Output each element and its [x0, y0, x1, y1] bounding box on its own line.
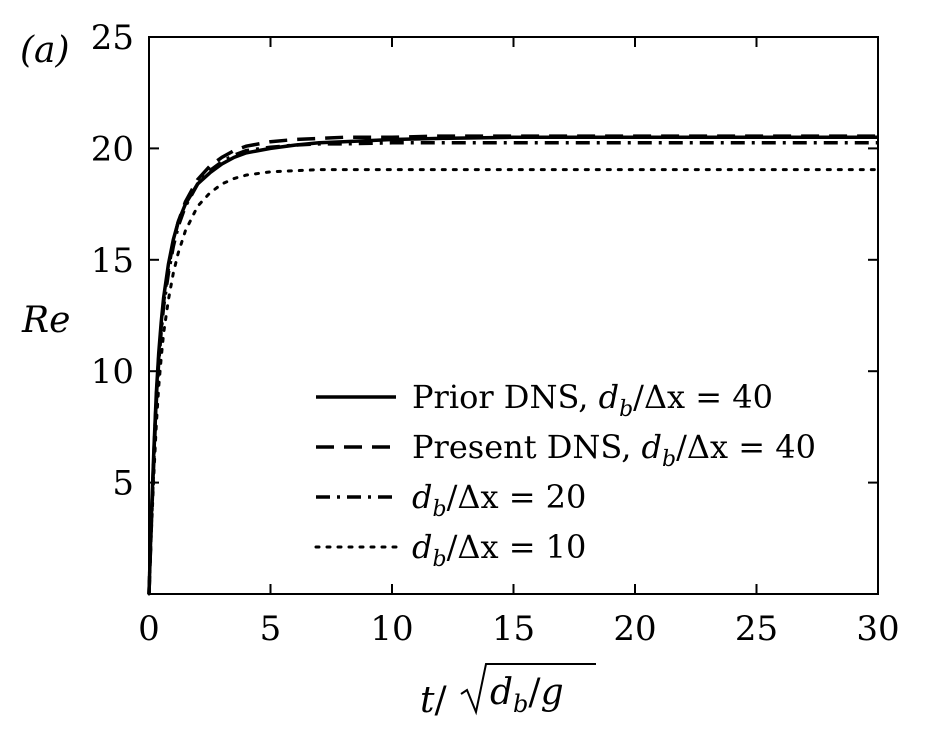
axis-ticks: 0 5 10 15 20 25 30 5 10 15 20 25: [91, 18, 900, 649]
legend-entry-1: Prior DNS, db/Δx = 40: [412, 378, 773, 422]
series-line-3: [147, 141, 878, 595]
x-tick-label: 20: [613, 609, 656, 649]
y-tick-label: 20: [91, 129, 134, 169]
x-tick-label: 25: [735, 609, 778, 649]
y-tick-label: 25: [91, 18, 134, 58]
legend-entry-4: db/Δx = 10: [412, 528, 586, 572]
x-tick-label: 10: [370, 609, 413, 649]
series-line-2: [147, 134, 878, 595]
legend-entry-2: Present DNS, db/Δx = 40: [412, 428, 816, 472]
y-tick-label: 5: [112, 464, 134, 504]
legend: Prior DNS, db/Δx = 40 Present DNS, db/Δx …: [314, 378, 816, 572]
series-lines: [147, 134, 880, 596]
x-tick-label: 15: [492, 609, 535, 649]
x-axis-label: t/ db/g: [420, 663, 596, 721]
sqrt-sign: [460, 663, 596, 716]
panel-label: (a): [20, 30, 70, 71]
x-tick-label: 0: [138, 609, 160, 649]
legend-entry-3: db/Δx = 20: [412, 478, 586, 522]
y-tick-label: 10: [91, 352, 134, 392]
svg-text:t/: t/: [420, 680, 447, 721]
x-tick-label: 5: [260, 609, 282, 649]
y-axis-label: Re: [21, 300, 70, 341]
svg-text:db/g: db/g: [490, 672, 564, 718]
series-line-4: [147, 168, 880, 596]
series-line-1: [147, 135, 878, 595]
x-tick-label: 30: [856, 609, 899, 649]
y-tick-label: 15: [91, 241, 134, 281]
